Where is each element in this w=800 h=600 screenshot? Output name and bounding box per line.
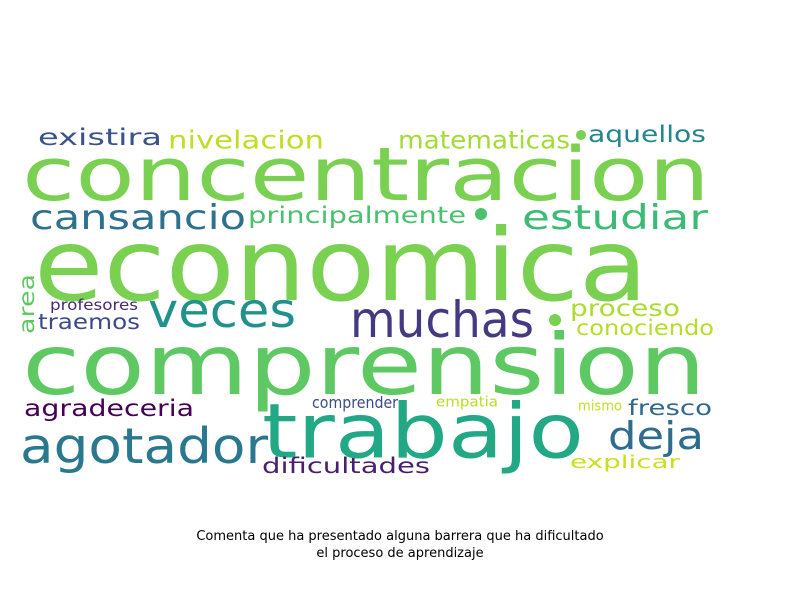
word-dificultades: dificultades <box>262 454 430 478</box>
word-fresco: fresco <box>628 396 712 420</box>
word-area: area <box>15 274 39 334</box>
word-comprension: comprension <box>22 316 706 414</box>
cloud-dot <box>576 130 586 140</box>
cloud-dot <box>475 208 487 220</box>
word-comprender: comprender <box>312 393 398 412</box>
word-agotador: agotador <box>20 418 269 475</box>
word-nivelacion: nivelacion <box>168 126 324 155</box>
word-economica: economica <box>34 207 648 324</box>
word-estudiar: estudiar <box>522 198 708 238</box>
word-cansancio: cansancio <box>30 198 246 238</box>
word-mismo: mismo <box>578 399 622 415</box>
word-traemos: traemos <box>38 310 140 334</box>
word-veces: veces <box>148 283 296 339</box>
caption-line-1: Comenta que ha presentado alguna barrera… <box>196 529 604 544</box>
word-concentracion: concentracion <box>22 132 710 218</box>
word-agradeceria: agradeceria <box>24 396 194 422</box>
word-deja: deja <box>608 414 704 458</box>
word-matematicas: matematicas <box>398 126 570 155</box>
word-empatia: empatia <box>436 395 498 411</box>
word-aquellos: aquellos <box>588 122 706 148</box>
cloud-dot <box>549 314 561 326</box>
caption-line-2: el proceso de aprendizaje <box>316 546 484 561</box>
word-profesores: profesores <box>50 296 138 314</box>
word-trabajo: trabajo <box>262 387 584 476</box>
figure-caption: Comenta que ha presentado alguna barrera… <box>0 528 800 562</box>
word-conociendo: conociendo <box>576 316 714 340</box>
word-muchas: muchas <box>350 291 534 349</box>
word-existira: existira <box>38 125 162 151</box>
word-principalmente: principalmente <box>248 203 466 229</box>
word-proceso: proceso <box>570 296 680 322</box>
word-explicar: explicar <box>570 452 681 473</box>
